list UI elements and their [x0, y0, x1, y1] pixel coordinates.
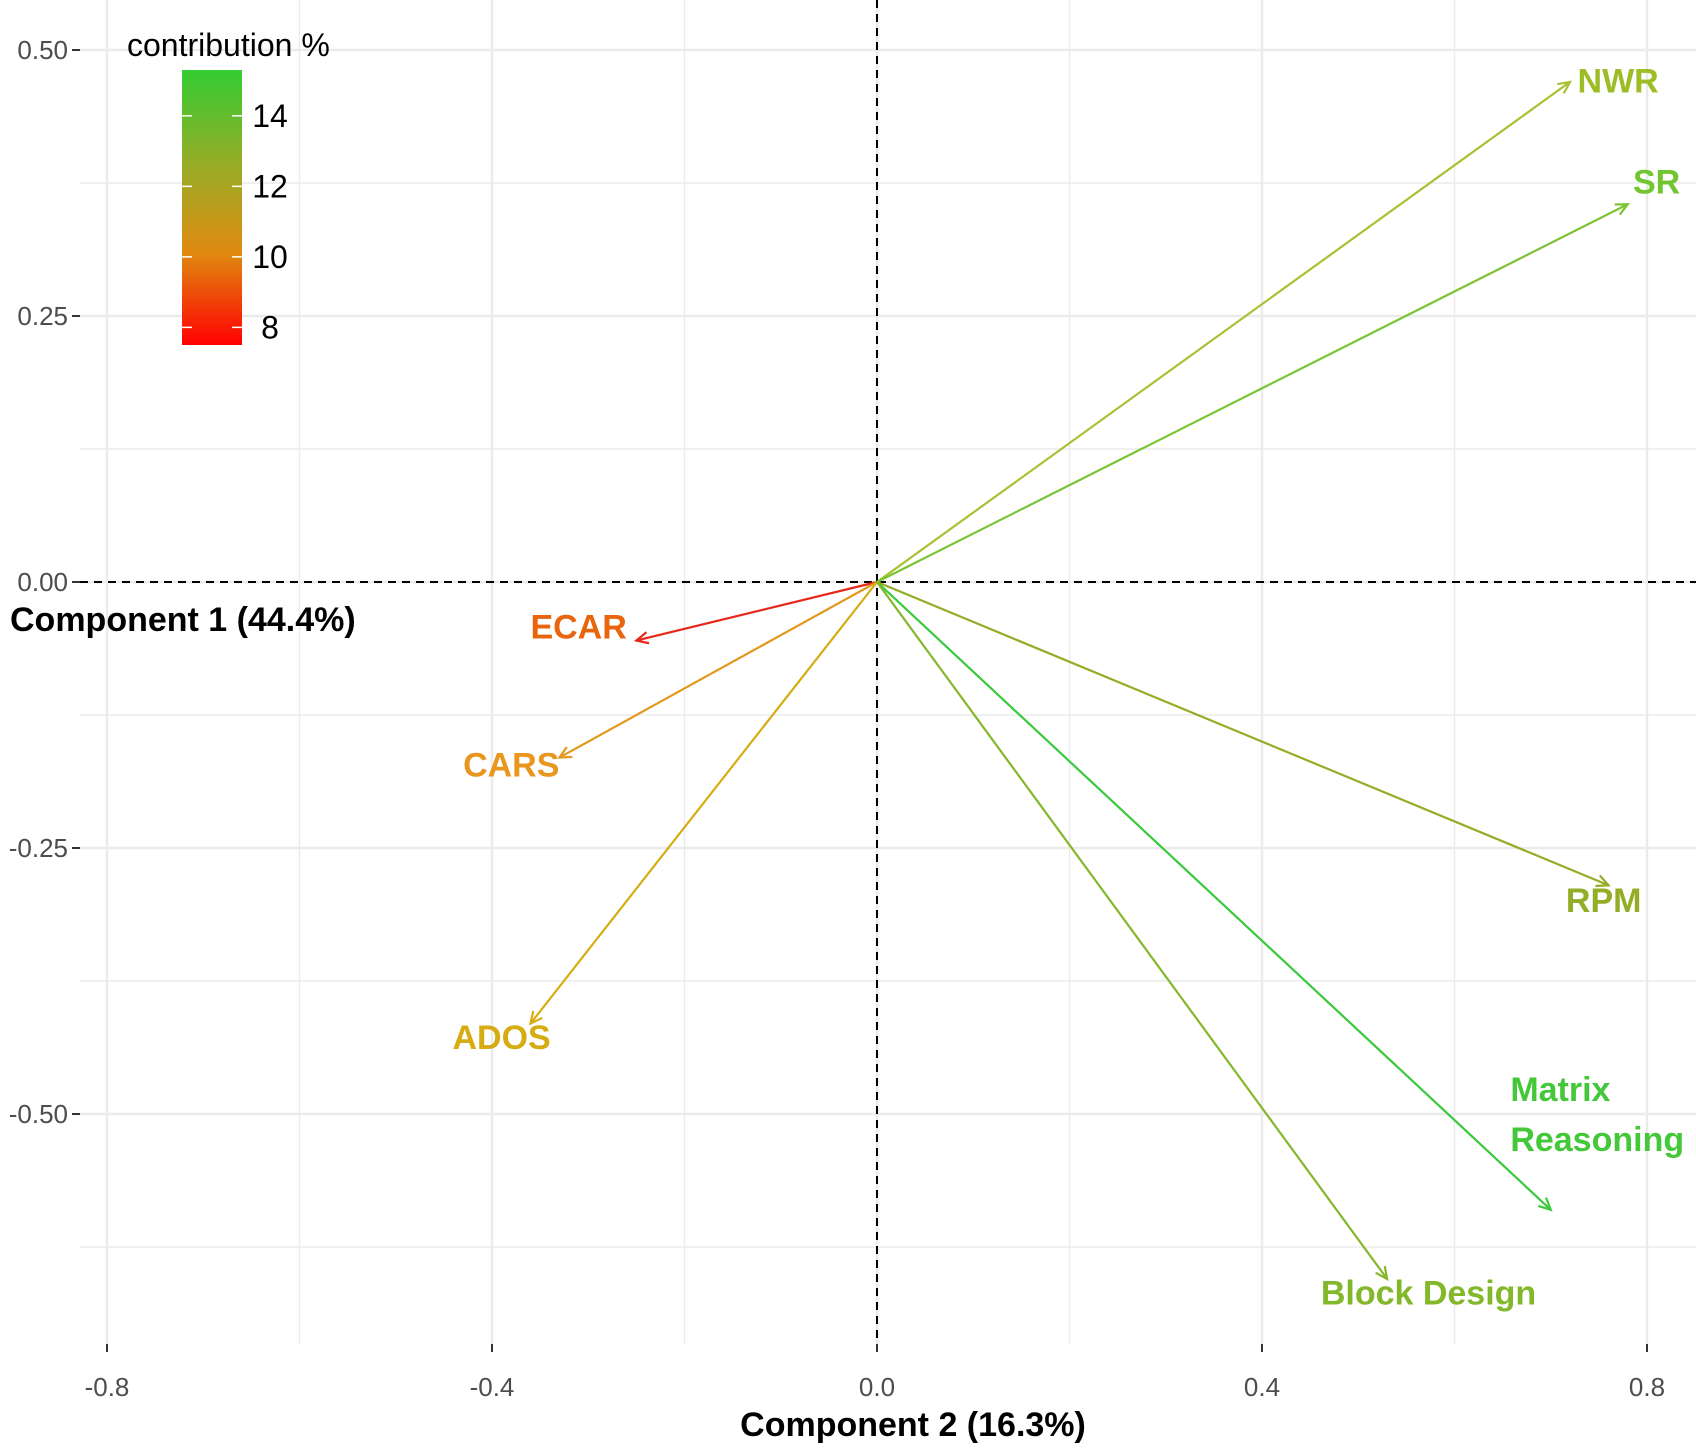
legend-tick-label: 14 [252, 98, 288, 134]
legend-title: contribution % [127, 27, 330, 63]
variable-label: SR [1633, 164, 1680, 202]
arrow-shaft [876, 81, 1571, 583]
variable-labels: NWR SR ECAR CARS ADOS RPM Matrix Reasoning Block… [453, 63, 1685, 1313]
variable-label: ECAR [530, 608, 626, 646]
y-tick-label: 0.50 [17, 35, 68, 65]
arrow-ados [528, 581, 878, 1026]
y-axis-title: Component 1 (44.4%) [10, 601, 356, 639]
variable-label: Matrix Reasoning [1510, 1071, 1684, 1159]
arrow-head [633, 631, 650, 645]
arrow-head [1375, 1265, 1389, 1281]
variable-label: CARS [463, 747, 559, 785]
variable-label: NWR [1578, 63, 1659, 101]
x-axis-title: Component 2 (16.3%) [740, 1406, 1086, 1444]
arrow-head [1538, 1197, 1553, 1212]
legend-colorbar [182, 70, 242, 345]
reference-lines [80, 0, 1696, 1344]
y-tick-label: -0.50 [9, 1099, 68, 1129]
variable-label: Block Design [1321, 1274, 1536, 1312]
x-tick-label: 0.4 [1244, 1372, 1280, 1402]
grid [80, 0, 1696, 1344]
arrow-sr [876, 203, 1631, 583]
legend-tick-label: 8 [261, 309, 279, 345]
arrow-cars [557, 581, 878, 759]
x-tick-label: -0.4 [470, 1372, 515, 1402]
arrow-shaft [876, 203, 1629, 583]
arrow-rpm [876, 580, 1611, 888]
arrow-matrix-reasoning [876, 581, 1553, 1212]
y-tick-label: -0.25 [9, 833, 68, 863]
variable-label-line: Reasoning [1510, 1121, 1684, 1159]
variable-label-line: Matrix [1510, 1071, 1610, 1109]
variable-label: ADOS [453, 1019, 551, 1057]
y-tick-label: 0.25 [17, 301, 68, 331]
arrow-shaft [558, 581, 878, 759]
arrow-block-design [876, 581, 1389, 1281]
variable-label: RPM [1566, 882, 1642, 920]
arrow-shaft [529, 581, 878, 1025]
x-tick-label: -0.8 [85, 1372, 130, 1402]
arrow-head [1557, 80, 1573, 94]
legend: contribution % 14 12 10 8 [127, 27, 330, 345]
arrow-ecar [633, 580, 878, 645]
arrow-nwr [876, 80, 1573, 583]
axes: -0.8 -0.4 0.0 0.4 0.8 0.50 0.25 0.00 -0.25 -0.50 [9, 35, 1665, 1402]
x-tick-label: 0.8 [1629, 1372, 1665, 1402]
legend-tick-label: 12 [252, 168, 288, 204]
arrow-shaft [876, 581, 1389, 1280]
arrow-shaft [876, 580, 1609, 887]
arrow-head [557, 746, 573, 759]
legend-tick-label: 10 [252, 239, 288, 275]
arrow-head [1595, 874, 1611, 888]
arrow-shaft [636, 580, 878, 642]
x-tick-label: 0.0 [859, 1372, 895, 1402]
y-tick-label: 0.00 [17, 567, 68, 597]
arrow-shaft [876, 581, 1552, 1211]
arrow-head [1614, 203, 1631, 216]
variable-arrows [528, 80, 1631, 1281]
arrow-head [528, 1010, 543, 1026]
